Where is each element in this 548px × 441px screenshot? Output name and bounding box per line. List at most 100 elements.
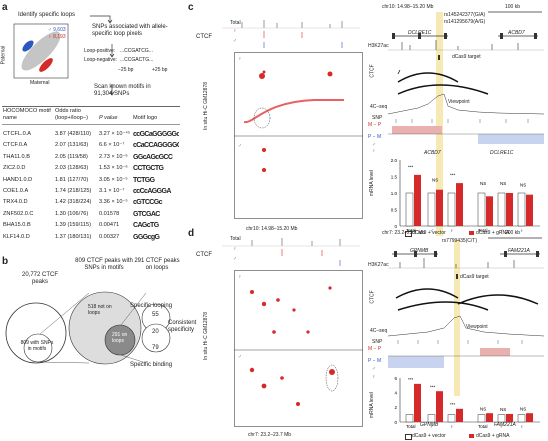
d-hic-male: ♂ bbox=[238, 354, 242, 360]
d-chr-label: chr7: 23.2–23.7 Mb bbox=[382, 230, 426, 236]
d-bar-vector bbox=[427, 414, 436, 423]
table-rules bbox=[2, 106, 180, 125]
c-ctcf-tracks bbox=[222, 20, 360, 48]
d-ytick-label: 2 bbox=[394, 405, 397, 410]
c-gene2: ACBD7 bbox=[508, 30, 525, 36]
motif-p: 0.00471 bbox=[99, 222, 120, 229]
c-snp-track: SNP bbox=[372, 115, 383, 121]
d-gene1: GPNMB bbox=[410, 248, 429, 254]
legend-female: ♀ 8,193 bbox=[48, 34, 66, 40]
c-bar-grna bbox=[506, 193, 513, 226]
axis-y-label: Paternal bbox=[0, 45, 7, 65]
venn-count-55: 55 bbox=[152, 312, 159, 318]
c-female-sym: ♀ bbox=[233, 28, 237, 34]
d-bar-vector bbox=[497, 414, 506, 423]
motif-name: ZIC2.0.D bbox=[3, 165, 26, 172]
motif-row: HAND1.0.D 1.81 (127/70) 3.05 × 10⁻⁵ TCTGG bbox=[3, 175, 179, 186]
d-bar-grna bbox=[486, 413, 493, 422]
d-sig-label: *** bbox=[408, 377, 414, 382]
c-bar-grna bbox=[456, 183, 463, 226]
c-4c-seq: 4C–seq bbox=[370, 104, 388, 110]
on-loops-count: 291 on loops bbox=[112, 332, 128, 344]
allele-scatter-plot bbox=[13, 23, 69, 79]
d-ctcf-track: CTCF bbox=[369, 290, 376, 304]
c-bar-ylabel: mRNA level bbox=[369, 169, 375, 197]
c-h3k27ac: H3K27ac bbox=[368, 43, 389, 49]
c-hic-female: ♀ bbox=[238, 56, 242, 62]
d-sig-label: NS bbox=[480, 406, 486, 411]
d-track-male: ♂ bbox=[372, 366, 376, 372]
d-dcas9-target: dCas9 target bbox=[460, 274, 489, 280]
d-bar-grna bbox=[526, 413, 533, 422]
panel-label-a: a bbox=[2, 2, 8, 13]
motif-odds: 1.39 (159/115) bbox=[55, 222, 91, 229]
loop-negative-seq: ...CCGACTG... bbox=[120, 57, 154, 63]
motif-logo: CCTGCTG bbox=[133, 165, 164, 173]
plus-bp: +25 bp bbox=[152, 67, 168, 73]
motif-odds: 1.74 (218/125) bbox=[55, 187, 92, 194]
motif-p: 6.6 × 10⁻⁷ bbox=[99, 142, 125, 149]
c-ytick-label: 1.0 bbox=[391, 191, 398, 196]
d-sig-label: *** bbox=[430, 384, 436, 389]
c-xtick-label: Total bbox=[406, 228, 416, 233]
motif-name: COE1.0.A bbox=[3, 187, 29, 194]
loop-negative-label: Loop-negative: bbox=[84, 57, 118, 63]
motif-odds: 2.07 (131/63) bbox=[55, 142, 89, 149]
c-ytick-label: 1.5 bbox=[391, 174, 398, 179]
motif-row: ZNF502.0.C 1.30 (106/76) 0.01578 GTCGAC bbox=[3, 209, 179, 220]
specific-binding: Specific binding bbox=[130, 362, 173, 368]
d-bar-grna bbox=[414, 383, 421, 422]
header-motif-logo: Motif logo bbox=[133, 114, 158, 121]
d-bar-vector bbox=[447, 414, 456, 423]
d-ctcf-tracks bbox=[222, 238, 360, 266]
motif-logo: GGcAGcGCC bbox=[133, 153, 173, 161]
flow-arrows-a bbox=[90, 15, 115, 96]
d-legend-swatch1 bbox=[405, 434, 412, 440]
legend-male: ♂ 9,603 bbox=[48, 27, 66, 33]
c-xtick-label: ♀ bbox=[450, 228, 453, 233]
d-male-sym: ♂ bbox=[233, 256, 237, 262]
motif-odds: 1.81 (127/70) bbox=[55, 176, 89, 183]
c-hic-male: ♂ bbox=[238, 143, 242, 149]
d-hic-map bbox=[234, 270, 363, 427]
c-p-minus-m: P − M bbox=[368, 134, 382, 140]
not-on-loops: 518 not on loops bbox=[88, 304, 112, 316]
d-bar-grna bbox=[436, 391, 443, 422]
d-sig-label: NS bbox=[520, 406, 526, 411]
d-legend2: dCas9 + gRNA bbox=[476, 433, 510, 439]
c-bar-grna bbox=[486, 196, 493, 226]
d-gene2: FAM221A bbox=[508, 248, 530, 254]
c-bar-vector bbox=[427, 192, 436, 227]
d-gene-label1: GPNMB bbox=[420, 422, 439, 428]
c-bar-grna bbox=[526, 194, 533, 226]
c-bar-chart: 0 0.5 1.0 1.5 2.0 *** NS *** NS NS NS Total ♂ ♀ Total ♂… bbox=[391, 158, 540, 233]
d-ytick-label: 6 bbox=[394, 376, 397, 381]
d-insitu-label: In situ Hi-C GM12878 bbox=[203, 311, 209, 361]
motif-logo: GTCGAC bbox=[133, 210, 160, 218]
d-bar-chart: 0 2 4 6 *** *** *** NS NS NS Total ♂ ♀ Total ♂ ♀ bbox=[394, 376, 540, 429]
panel-label-d: d bbox=[188, 228, 195, 239]
peaks-on-loops: 291 CTCF peaks on loops bbox=[134, 258, 180, 271]
c-chr-label: chr10: 14.98–15.20 Mb bbox=[382, 4, 434, 10]
c-bar-vector bbox=[477, 192, 486, 227]
c-bar-grna bbox=[436, 189, 443, 226]
motif-p: 3.36 × 10⁻⁵ bbox=[99, 199, 128, 206]
c-track-female: ♀ bbox=[372, 148, 376, 154]
motif-row: TRX4.0.D 1.42 (318/224) 3.36 × 10⁻⁵ cGTCCGc bbox=[3, 197, 179, 208]
motif-row: ZIC2.0.D 2.03 (128/63) 1.53 × 10⁻⁶ CCTGCTG bbox=[3, 163, 179, 174]
c-snp1: rs145242377(G/A) bbox=[444, 12, 486, 18]
c-xtick-label: Total bbox=[478, 228, 488, 233]
motif-logo: cGTCCGc bbox=[133, 199, 162, 207]
motif-table: HOCOMOCO motif name Odds ratio (loop+/lo… bbox=[3, 108, 179, 121]
c-highlight-band bbox=[436, 12, 443, 236]
motif-odds: 2.05 (119/58) bbox=[55, 153, 88, 160]
motif-p: 2.73 × 10⁻⁶ bbox=[99, 153, 128, 160]
ctcf-peaks-total: 20,772 CTCF peaks bbox=[21, 272, 58, 285]
d-bar-vector bbox=[405, 414, 414, 423]
peaks-in-motifs: 809 CTCF peaks with SNPs in motifs bbox=[75, 258, 133, 271]
c-xtick-label: ♂ bbox=[430, 228, 433, 233]
scatter-gray bbox=[21, 31, 61, 71]
d-h3k27ac: H3K27ac bbox=[368, 262, 389, 268]
motif-p: 3.27 × 10⁻⁴⁵ bbox=[99, 131, 131, 137]
d-hic-female: ♀ bbox=[238, 274, 242, 280]
